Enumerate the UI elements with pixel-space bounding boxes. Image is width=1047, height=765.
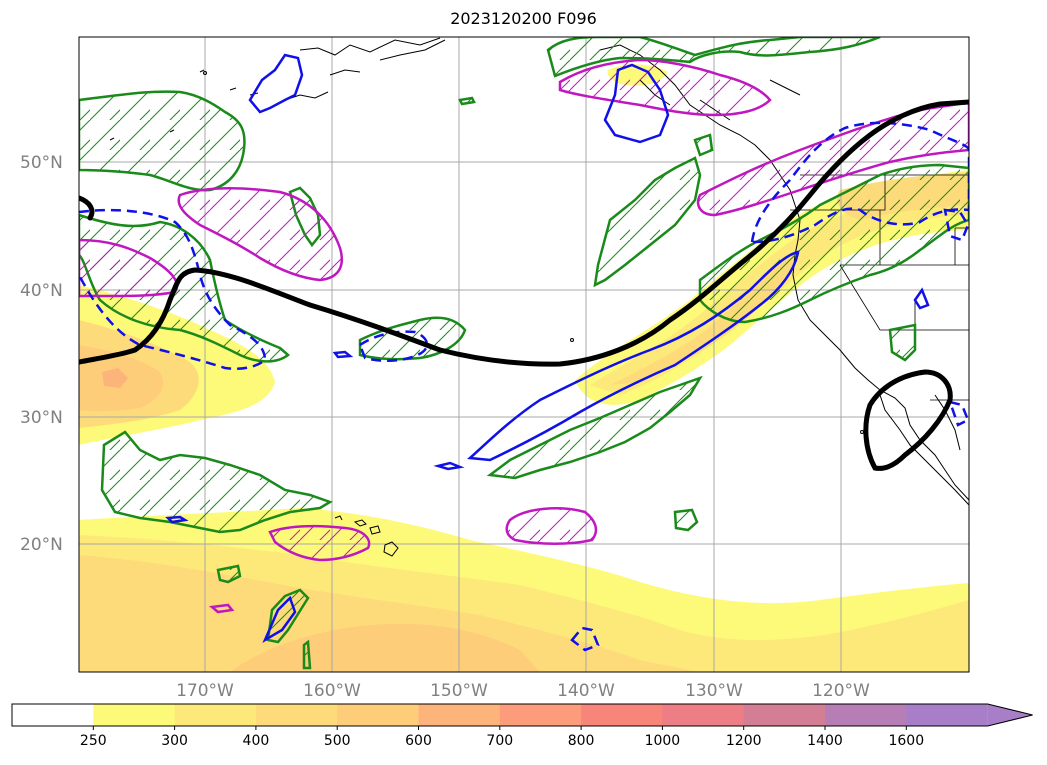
ivt-shade-south-400 — [79, 555, 700, 672]
blue-dash-baja — [948, 400, 969, 427]
colorbar-tick-label: 300 — [161, 733, 188, 749]
lon-label-150w: 150°W — [430, 681, 488, 701]
blue-dash-right — [943, 208, 969, 242]
blue-north-2 — [603, 63, 670, 144]
colorbar-segment — [418, 704, 501, 726]
blue-dash-small — [570, 626, 600, 652]
lon-label-170w: 170°W — [176, 681, 234, 701]
baja-coast — [879, 394, 969, 506]
colorbar-tick-label: 500 — [324, 733, 351, 749]
green-nw — [79, 90, 246, 192]
green-ne-small — [693, 133, 714, 157]
alaska-coast — [284, 37, 446, 101]
map-area — [79, 37, 969, 672]
colorbar-segment — [906, 704, 988, 726]
colorbar-extend-arrow — [987, 704, 1033, 726]
blue-small-d — [913, 287, 930, 310]
colorbar-segment — [825, 704, 907, 726]
colorbar-segment — [255, 704, 338, 726]
jet-stream — [79, 99, 969, 471]
colorbar-segment — [93, 704, 176, 726]
colorbar-tick-label: 1000 — [645, 733, 681, 749]
green-small-5 — [302, 639, 312, 670]
lat-label-30n: 30°N — [20, 408, 63, 428]
magenta-north — [558, 58, 772, 117]
blue-small-a — [433, 461, 465, 471]
green-contours — [79, 37, 969, 670]
colorbar-segment — [499, 704, 582, 726]
blue-north-solid — [248, 53, 304, 114]
colorbar-tick-label: 1400 — [807, 733, 843, 749]
jet-baja-loop — [863, 369, 953, 471]
colorbar-outline — [11, 703, 1033, 727]
colorbar-tick-label: 1200 — [726, 733, 762, 749]
blue-solid-contours — [165, 53, 930, 644]
colorbar-tick-label: 400 — [243, 733, 270, 749]
magenta-hawaii — [268, 524, 371, 562]
magenta-west — [177, 187, 344, 282]
lon-label-130w: 130°W — [685, 681, 743, 701]
magenta-ne — [696, 101, 969, 217]
magenta-center-south — [505, 507, 598, 545]
green-ar-b — [486, 375, 703, 480]
colorbar-tick-label: 250 — [80, 733, 107, 749]
colorbar-tick-label: 600 — [405, 733, 432, 749]
ivt-shade-west-700 — [102, 368, 128, 388]
colorbar-segment — [743, 704, 826, 726]
lat-label-20n: 20°N — [20, 535, 63, 555]
blue-dash-west — [79, 208, 267, 370]
colorbar-segment — [337, 704, 419, 726]
colorbar-tick-label: 800 — [568, 733, 595, 749]
blue-small-c — [262, 595, 297, 644]
ivt-shade-ar-300 — [590, 192, 969, 395]
magenta-contours — [79, 58, 969, 614]
green-small-3 — [266, 588, 310, 644]
jet-west-stub — [79, 195, 95, 221]
blue-small-e — [332, 350, 354, 359]
map-frame — [78, 36, 970, 673]
hawaii-islands — [334, 515, 399, 557]
green-small-1 — [673, 508, 699, 532]
colorbar-tick-label: 1600 — [888, 733, 924, 749]
magenta-small — [208, 603, 235, 614]
green-n-a — [546, 37, 881, 78]
lat-labels: 50°N 40°N 30°N 20°N — [20, 153, 63, 555]
lon-labels: 170°W 160°W 150°W 140°W 130°W 120°W — [176, 681, 870, 701]
island-dot-1 — [570, 338, 574, 342]
island-dot-2 — [203, 71, 207, 75]
colorbar-segment — [581, 704, 663, 726]
lon-label-140w: 140°W — [557, 681, 615, 701]
colorbar-segment — [12, 704, 94, 726]
lon-label-120w: 120°W — [812, 681, 870, 701]
blue-small-b — [165, 515, 189, 524]
green-right-a — [888, 323, 917, 362]
green-sw — [100, 430, 333, 534]
colorbar-segment — [662, 704, 745, 726]
green-ar-a — [593, 156, 702, 288]
colorbar: 250 300 400 500 600 700 800 1000 1200 1400 1600 — [11, 703, 1033, 749]
map-title: 2023120200 F096 — [450, 9, 597, 28]
green-small-4 — [458, 96, 476, 106]
jet-main — [79, 99, 969, 367]
lat-label-50n: 50°N — [20, 153, 63, 173]
green-small-2 — [216, 564, 242, 584]
lat-label-40n: 40°N — [20, 281, 63, 301]
blue-ar-solid — [467, 250, 800, 462]
colorbar-segment — [174, 704, 257, 726]
lon-label-160w: 160°W — [303, 681, 361, 701]
colorbar-tick-label: 700 — [486, 733, 513, 749]
